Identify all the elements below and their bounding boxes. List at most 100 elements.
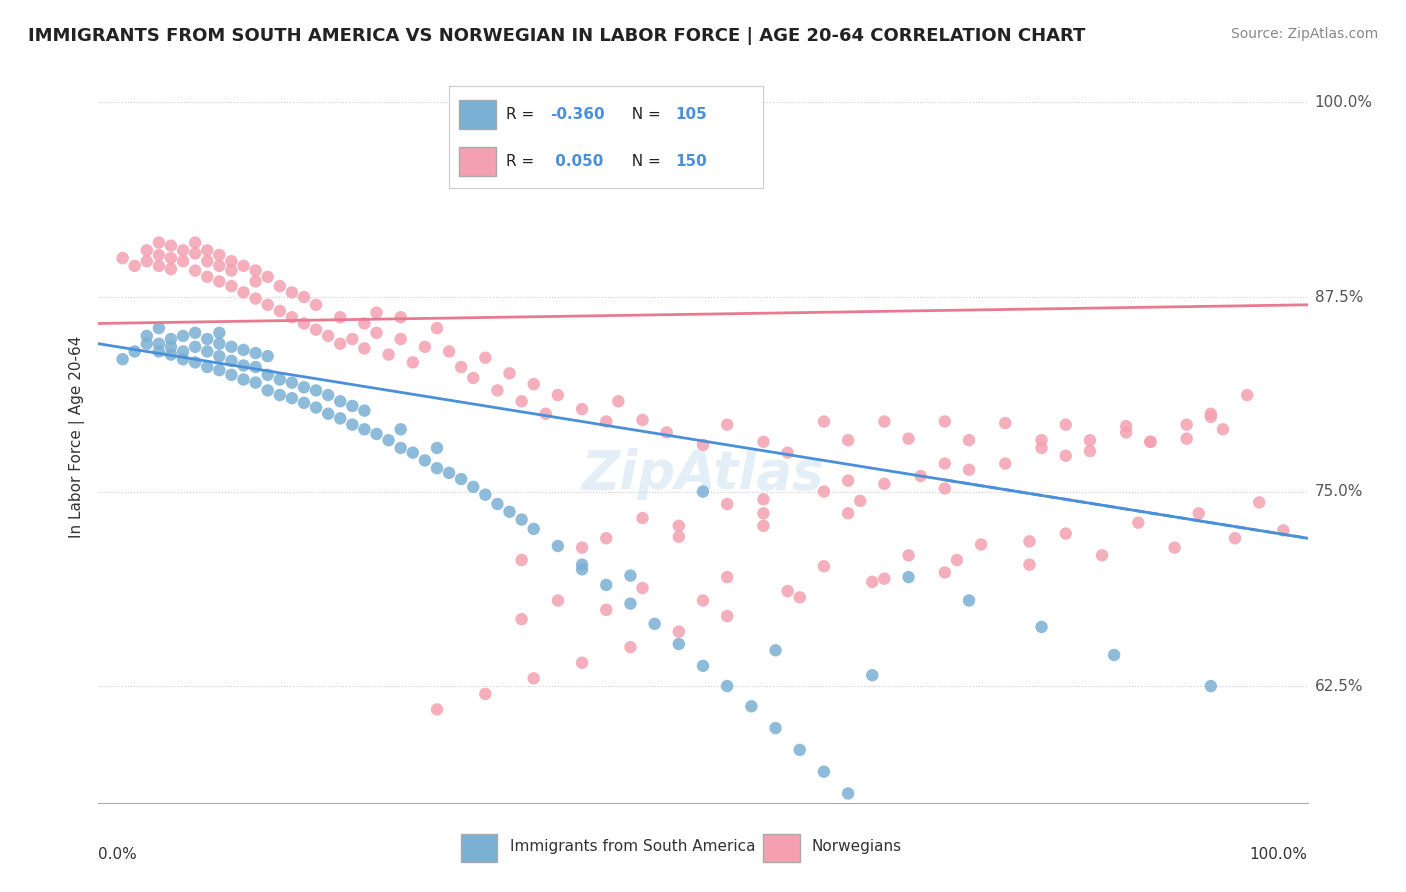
Point <box>389 310 412 325</box>
Point <box>510 394 533 409</box>
Point <box>873 814 896 829</box>
Point <box>1115 419 1137 434</box>
Point <box>111 352 134 367</box>
Point <box>1188 506 1211 520</box>
Point <box>269 388 291 402</box>
Point <box>232 285 254 300</box>
Point <box>946 553 969 567</box>
Point <box>389 332 412 346</box>
Point <box>292 290 315 304</box>
Point <box>221 279 243 293</box>
Point <box>160 238 183 252</box>
Point <box>256 298 278 312</box>
Point <box>752 434 775 449</box>
Point <box>208 259 231 273</box>
Point <box>269 279 291 293</box>
Point <box>1054 449 1077 463</box>
Point <box>873 572 896 586</box>
Point <box>595 531 617 545</box>
Point <box>195 332 218 346</box>
Point <box>1018 558 1040 572</box>
Point <box>292 380 315 394</box>
Point <box>148 259 170 273</box>
Point <box>195 269 218 284</box>
Point <box>957 463 980 477</box>
Point <box>668 518 690 533</box>
Point <box>1139 434 1161 449</box>
Point <box>595 603 617 617</box>
Point <box>1091 549 1114 563</box>
Point <box>148 344 170 359</box>
Point <box>245 359 267 374</box>
Point <box>547 593 569 607</box>
Point <box>765 643 787 657</box>
Point <box>970 537 993 551</box>
Point <box>571 541 593 555</box>
Point <box>148 235 170 250</box>
Point <box>716 417 738 432</box>
Point <box>523 522 546 536</box>
Point <box>269 304 291 318</box>
Point <box>631 413 654 427</box>
Point <box>269 372 291 386</box>
Point <box>342 417 364 432</box>
Point <box>837 787 859 801</box>
Point <box>111 251 134 265</box>
Point <box>413 453 436 467</box>
Point <box>619 640 641 655</box>
Point <box>789 743 811 757</box>
Point <box>510 553 533 567</box>
Point <box>148 336 170 351</box>
Point <box>342 332 364 346</box>
Point <box>221 263 243 277</box>
Point <box>668 530 690 544</box>
Point <box>776 445 799 459</box>
Point <box>571 402 593 417</box>
Point <box>329 336 352 351</box>
Point <box>897 549 920 563</box>
Point <box>305 401 328 415</box>
Text: ZipAtlas: ZipAtlas <box>582 448 824 500</box>
Point <box>135 336 157 351</box>
Point <box>547 388 569 402</box>
Point <box>292 396 315 410</box>
Point <box>813 764 835 779</box>
Point <box>631 581 654 595</box>
Point <box>752 506 775 520</box>
Point <box>245 292 267 306</box>
Point <box>292 317 315 331</box>
Point <box>329 310 352 325</box>
Point <box>195 254 218 268</box>
Point <box>245 376 267 390</box>
Point <box>1163 541 1185 555</box>
Text: 62.5%: 62.5% <box>1315 679 1362 694</box>
Point <box>402 445 425 459</box>
Point <box>716 497 738 511</box>
Point <box>245 263 267 277</box>
Point <box>692 658 714 673</box>
Point <box>595 578 617 592</box>
Text: 87.5%: 87.5% <box>1315 290 1362 304</box>
Point <box>402 355 425 369</box>
Point <box>329 411 352 425</box>
Point <box>148 248 170 262</box>
Point <box>1223 531 1246 545</box>
Point <box>124 259 146 273</box>
Point <box>160 262 183 277</box>
Point <box>692 438 714 452</box>
Point <box>135 244 157 258</box>
Point <box>1054 526 1077 541</box>
Point <box>1199 409 1222 424</box>
Point <box>547 539 569 553</box>
Point <box>644 616 666 631</box>
Point <box>353 403 375 417</box>
Point <box>837 474 859 488</box>
Point <box>353 317 375 331</box>
Point <box>281 376 304 390</box>
Point <box>571 562 593 576</box>
Point <box>184 263 207 277</box>
Point <box>897 570 920 584</box>
Point <box>450 472 472 486</box>
Text: Source: ZipAtlas.com: Source: ZipAtlas.com <box>1230 27 1378 41</box>
Point <box>195 244 218 258</box>
